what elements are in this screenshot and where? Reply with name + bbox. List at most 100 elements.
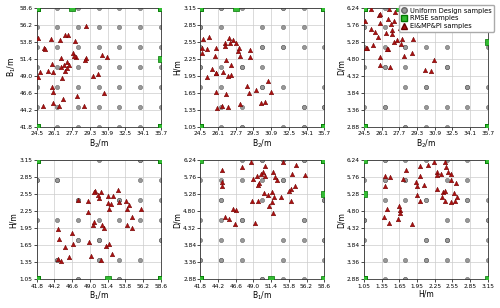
Point — [196, 85, 204, 90]
Point — [300, 217, 308, 222]
Point — [238, 217, 246, 222]
Point — [360, 104, 368, 109]
Point — [116, 277, 124, 282]
Point — [442, 237, 450, 242]
Point — [40, 45, 48, 50]
Point — [376, 20, 384, 25]
Point — [258, 85, 266, 90]
Point — [54, 257, 62, 262]
Point — [156, 5, 164, 10]
Point — [47, 37, 55, 42]
Point — [116, 277, 124, 282]
Point — [116, 257, 124, 262]
Point — [156, 124, 164, 129]
Point — [137, 207, 145, 212]
Point — [320, 237, 328, 242]
Point — [32, 158, 40, 163]
Point — [463, 277, 471, 282]
Point — [94, 217, 102, 222]
Point — [74, 237, 82, 242]
Point — [103, 55, 111, 60]
Point — [300, 237, 308, 242]
Point — [98, 223, 106, 228]
Point — [279, 5, 287, 10]
Point — [32, 178, 40, 183]
Y-axis label: D/m: D/m — [336, 59, 345, 75]
Point — [269, 169, 277, 174]
Point — [124, 206, 132, 211]
Point — [380, 158, 388, 163]
Point — [268, 210, 276, 215]
Point — [279, 257, 287, 262]
Point — [116, 104, 124, 109]
Point — [300, 104, 308, 109]
Point — [416, 24, 424, 29]
Point — [360, 5, 368, 10]
Point — [402, 45, 409, 50]
Point — [300, 25, 308, 30]
Point — [400, 54, 408, 59]
Point — [360, 5, 368, 10]
Point — [272, 174, 280, 179]
Point — [94, 65, 102, 70]
Point — [484, 197, 492, 202]
Point — [196, 277, 204, 282]
Point — [74, 217, 82, 222]
Point — [279, 25, 287, 30]
Point — [88, 253, 96, 258]
Point — [218, 104, 226, 109]
Point — [238, 165, 246, 170]
Point — [70, 53, 78, 58]
Point — [106, 201, 114, 206]
Point — [116, 65, 124, 70]
Point — [300, 158, 308, 163]
Point — [32, 277, 40, 282]
Point — [386, 174, 394, 179]
Point — [48, 84, 56, 89]
Point — [238, 124, 246, 129]
Point — [224, 104, 232, 109]
Point — [156, 277, 164, 282]
Point — [463, 104, 471, 109]
Point — [384, 17, 392, 22]
Point — [71, 39, 79, 44]
Point — [217, 237, 225, 242]
Point — [440, 190, 448, 195]
Point — [54, 45, 62, 50]
Point — [484, 277, 492, 282]
Point — [224, 73, 232, 78]
Point — [156, 237, 164, 242]
Point — [63, 66, 71, 71]
Point — [279, 85, 287, 90]
Point — [360, 158, 368, 163]
Point — [463, 257, 471, 262]
Point — [258, 277, 266, 282]
Point — [416, 173, 424, 178]
Point — [320, 5, 328, 10]
Point — [122, 199, 130, 204]
Point — [320, 192, 328, 197]
Point — [320, 104, 328, 109]
Point — [320, 197, 328, 202]
Point — [196, 124, 204, 129]
Point — [320, 197, 328, 202]
Point — [54, 104, 62, 109]
Point — [116, 197, 124, 202]
Point — [442, 65, 450, 70]
Point — [212, 105, 220, 110]
Point — [74, 45, 82, 50]
Point — [196, 5, 204, 10]
Point — [260, 190, 268, 195]
Point — [384, 47, 392, 51]
Point — [128, 226, 136, 231]
Point — [484, 124, 492, 129]
X-axis label: H/m: H/m — [418, 290, 434, 299]
Legend: Uniform Design samples, RMSE samples, EI&MP&PI samples: Uniform Design samples, RMSE samples, EI… — [399, 5, 494, 31]
Point — [442, 257, 450, 262]
Point — [442, 45, 450, 50]
Point — [442, 65, 450, 70]
Point — [279, 277, 287, 282]
Point — [217, 5, 225, 10]
Point — [437, 171, 445, 176]
Point — [116, 197, 124, 202]
